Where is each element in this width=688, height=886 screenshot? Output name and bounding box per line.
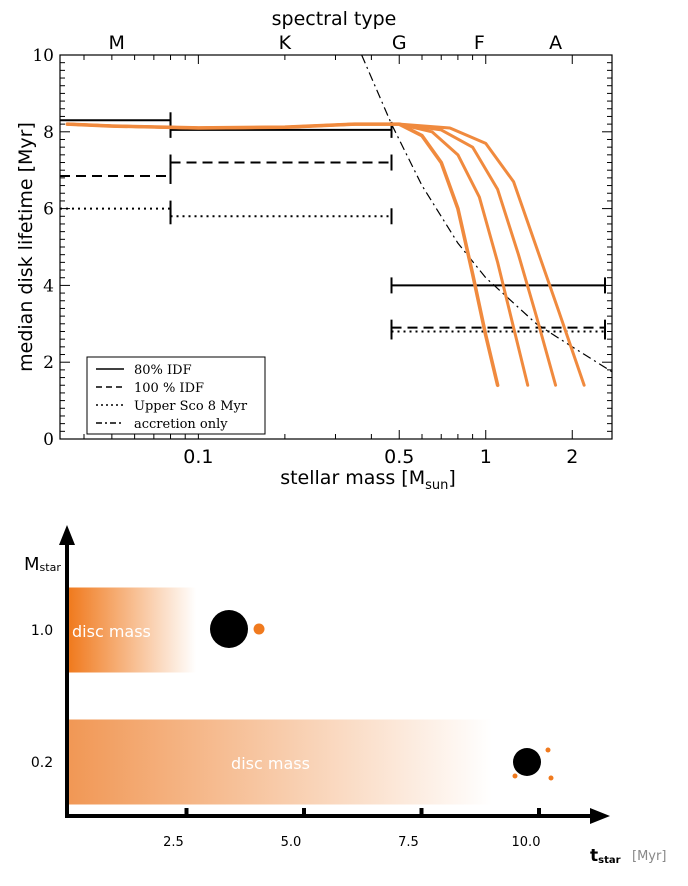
model-curve [65, 122, 530, 387]
star [210, 610, 248, 648]
spectral-type-A: A [549, 32, 562, 54]
model-curve [65, 122, 558, 387]
legend-label: 80% IDF [134, 363, 192, 378]
spectral-type-G: G [392, 32, 407, 54]
x-axis-arrow [590, 808, 610, 824]
legend-label: Upper Sco 8 Myr [134, 399, 248, 414]
time-tick-labels: 2.5 5.0 7.5 10.0 [163, 835, 540, 850]
step-lines [60, 112, 606, 340]
orange-curves [65, 122, 586, 388]
spectral-type-F: F [474, 32, 485, 54]
disc-mass-label: disc mass [231, 754, 310, 773]
top-axis-label: spectral type [272, 8, 397, 30]
y-tick-label: 10 [32, 46, 54, 66]
disc-mass-label: disc mass [72, 622, 151, 641]
star [513, 748, 541, 776]
star-planet-systems [210, 610, 554, 781]
accretion-only-line [361, 54, 613, 373]
disc-evolution-diagram: disc mass disc mass Mstar 2.5 5.0 7.5 10.0 1… [24, 525, 666, 866]
x-axis-label: stellar mass [Msun] [280, 467, 456, 493]
x-axis-title: tstar [590, 846, 621, 866]
x-tick-label: 2 [566, 446, 578, 468]
time-tick-label: 7.5 [398, 835, 419, 850]
planet [512, 773, 518, 779]
y-tick-label: 0 [43, 430, 54, 450]
mass-labels: 1.0 0.2 [31, 623, 53, 771]
legend-label: accretion only [134, 417, 228, 432]
y-axis-title-subscript: star [40, 561, 62, 574]
x-axis-title-subscript: star [598, 855, 620, 866]
disc-bars: disc mass disc mass [69, 587, 492, 805]
legend-items: 80% IDF 100 % IDF Upper Sco 8 Myr accretion… [96, 363, 248, 432]
tick-labels: 0.1 0.5 1 2 0 2 4 6 8 10 [32, 46, 578, 468]
x-axis-label-end: ] [448, 467, 455, 489]
x-tick-label: 1 [480, 446, 492, 468]
x-axis-label-subscript: sun [425, 478, 448, 493]
spectral-type-K: K [279, 32, 292, 54]
model-curve [65, 122, 586, 387]
y-axis-title: Mstar [24, 554, 61, 575]
accretion-only-curve [361, 54, 613, 373]
y-axis-arrow [59, 525, 75, 545]
mass-label: 0.2 [31, 755, 53, 771]
y-tick-label: 2 [43, 353, 54, 373]
time-tick-label: 5.0 [281, 835, 302, 850]
legend-label: 100 % IDF [134, 381, 204, 396]
planet [548, 775, 554, 781]
legend: 80% IDF 100 % IDF Upper Sco 8 Myr accretion… [86, 356, 266, 435]
disc-bar [69, 719, 492, 805]
y-tick-label: 4 [43, 276, 54, 296]
planet [253, 623, 265, 635]
mass-label: 1.0 [31, 623, 53, 639]
x-tick-label: 0.1 [183, 446, 213, 468]
planet [545, 747, 551, 753]
time-tick-label: 10.0 [512, 835, 541, 850]
model-curve [65, 122, 500, 388]
y-tick-label: 6 [43, 200, 54, 220]
spectral-type-M: M [109, 32, 125, 54]
y-axis-label: median disk lifetime [Myr] [15, 122, 37, 372]
disc-bar [69, 587, 196, 673]
lifetime-chart: spectral type M K G F A 0.1 0.5 1 2 0 2 4 6 8 10 medi… [15, 8, 613, 493]
x-tick-label: 0.5 [384, 446, 414, 468]
time-tick-label: 2.5 [163, 835, 184, 850]
time-ticks [184, 808, 541, 816]
x-axis-unit: [Myr] [632, 849, 666, 864]
legend-box [86, 356, 266, 435]
y-tick-label: 8 [43, 123, 54, 143]
